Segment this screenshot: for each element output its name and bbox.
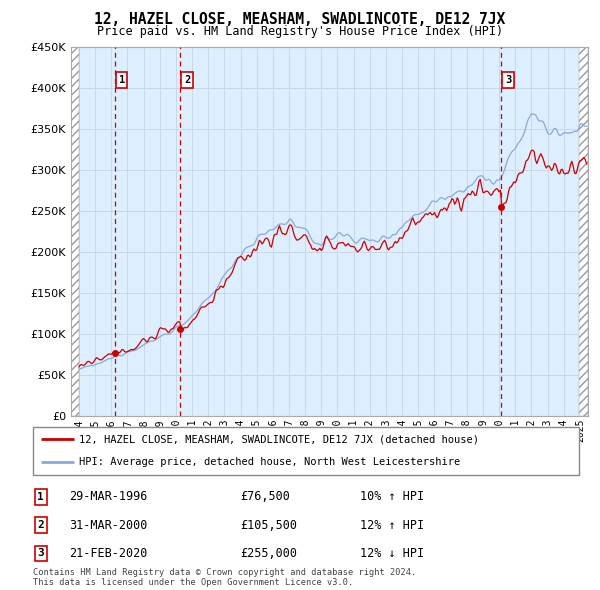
Text: £105,500: £105,500 <box>240 519 297 532</box>
Text: 3: 3 <box>505 75 511 85</box>
Text: 12, HAZEL CLOSE, MEASHAM, SWADLINCOTE, DE12 7JX: 12, HAZEL CLOSE, MEASHAM, SWADLINCOTE, D… <box>94 12 506 27</box>
Text: 1: 1 <box>119 75 125 85</box>
Text: 12, HAZEL CLOSE, MEASHAM, SWADLINCOTE, DE12 7JX (detached house): 12, HAZEL CLOSE, MEASHAM, SWADLINCOTE, D… <box>79 434 479 444</box>
Text: 31-MAR-2000: 31-MAR-2000 <box>69 519 148 532</box>
Text: 2: 2 <box>184 75 190 85</box>
Text: 10% ↑ HPI: 10% ↑ HPI <box>360 490 424 503</box>
Text: 12% ↑ HPI: 12% ↑ HPI <box>360 519 424 532</box>
Text: Contains HM Land Registry data © Crown copyright and database right 2024.
This d: Contains HM Land Registry data © Crown c… <box>33 568 416 587</box>
Text: 1: 1 <box>37 492 44 502</box>
Text: £76,500: £76,500 <box>240 490 290 503</box>
Text: 2: 2 <box>37 520 44 530</box>
Text: HPI: Average price, detached house, North West Leicestershire: HPI: Average price, detached house, Nort… <box>79 457 461 467</box>
Text: 21-FEB-2020: 21-FEB-2020 <box>69 547 148 560</box>
Text: 12% ↓ HPI: 12% ↓ HPI <box>360 547 424 560</box>
Text: £255,000: £255,000 <box>240 547 297 560</box>
Bar <box>578 47 588 416</box>
FancyBboxPatch shape <box>33 427 579 475</box>
Text: 3: 3 <box>37 549 44 558</box>
Bar <box>71 47 79 416</box>
Text: 29-MAR-1996: 29-MAR-1996 <box>69 490 148 503</box>
Text: Price paid vs. HM Land Registry's House Price Index (HPI): Price paid vs. HM Land Registry's House … <box>97 25 503 38</box>
